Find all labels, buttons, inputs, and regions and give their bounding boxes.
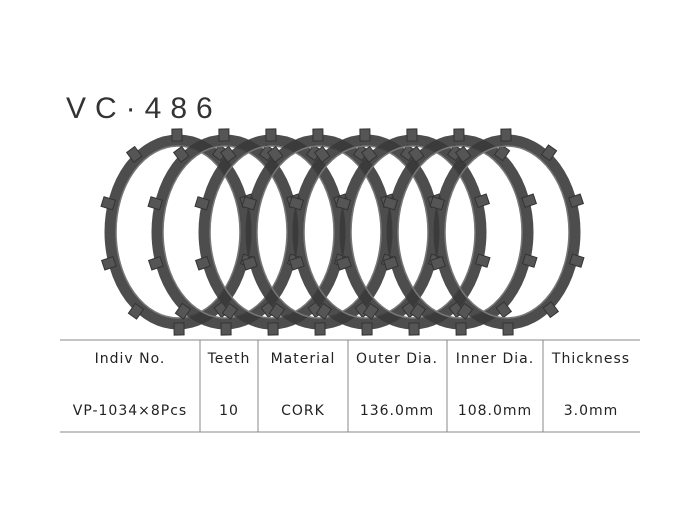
plate-tab xyxy=(288,196,305,211)
plate-tab xyxy=(173,322,185,336)
column-header: Teeth xyxy=(207,351,251,367)
column-header: Indiv No. xyxy=(95,351,166,367)
plate-tab xyxy=(474,253,491,268)
plate-tab xyxy=(268,302,286,320)
column-header: Inner Dia. xyxy=(456,351,534,367)
plate-tab xyxy=(521,253,538,268)
plate-tab xyxy=(265,128,277,142)
plate-tab xyxy=(521,193,538,209)
plate-edge xyxy=(256,145,382,319)
plate-tab xyxy=(407,145,425,163)
plate-tab xyxy=(542,301,560,319)
plate-tab xyxy=(406,128,418,142)
plate-tab xyxy=(194,196,211,211)
plate-tab xyxy=(409,302,427,320)
plate-tab xyxy=(474,193,491,209)
plate-edge xyxy=(303,145,429,319)
table-cell: 136.0mm xyxy=(360,403,434,419)
plate-tab xyxy=(221,302,239,320)
plate-edge xyxy=(115,145,241,319)
plate-tab xyxy=(266,145,284,163)
plate-tab xyxy=(218,128,230,142)
table-cell: 108.0mm xyxy=(458,403,532,419)
plate-tab xyxy=(454,145,472,163)
plate-tab xyxy=(455,322,467,336)
plate-tab xyxy=(219,145,237,163)
plate-tab xyxy=(100,196,117,211)
clutch-plate xyxy=(382,128,538,336)
plate-tab xyxy=(500,128,512,142)
plate-tab xyxy=(382,196,399,211)
plate-tab xyxy=(147,196,164,211)
plate-tab xyxy=(456,302,474,320)
plate-edge xyxy=(162,145,288,319)
plate-tab xyxy=(382,255,399,271)
spec-table: Indiv No. Teeth Material Outer Dia. Inner Di… xyxy=(73,340,630,432)
plate-tab xyxy=(493,144,511,162)
plate-tab xyxy=(147,255,164,271)
plate-edge xyxy=(444,145,570,319)
plate-tab xyxy=(315,302,333,320)
plate-edge xyxy=(397,145,523,319)
plate-edge xyxy=(350,145,476,319)
plate-tab xyxy=(241,255,258,271)
plate-tab xyxy=(453,128,465,142)
clutch-plate xyxy=(335,128,491,336)
product-code: VC·486 xyxy=(66,92,222,125)
plate-tab xyxy=(267,322,279,336)
clutch-plate xyxy=(429,128,585,336)
plate-tab xyxy=(429,196,446,211)
plate-tab xyxy=(171,128,183,142)
table-cell: VP-1034×8Pcs xyxy=(73,403,187,419)
plate-tab xyxy=(335,255,352,271)
plate-tab xyxy=(100,255,117,271)
table-cell: 10 xyxy=(219,403,239,419)
plate-tab xyxy=(174,302,192,320)
plate-tab xyxy=(194,255,211,271)
plate-tab xyxy=(220,322,232,336)
plate-tab xyxy=(361,322,373,336)
table-cell: 3.0mm xyxy=(564,403,619,419)
plate-tab xyxy=(312,128,324,142)
plate-tab xyxy=(172,145,190,163)
plate-tab xyxy=(429,255,446,271)
plate-tab xyxy=(335,196,352,211)
plate-tab xyxy=(540,144,558,162)
column-header: Material xyxy=(271,351,336,367)
plate-tab xyxy=(568,253,585,268)
plate-tab xyxy=(314,322,326,336)
table-cell: CORK xyxy=(281,403,325,419)
plate-tab xyxy=(241,196,258,211)
plate-tab xyxy=(288,255,305,271)
plate-tab xyxy=(362,302,380,320)
plate-tab xyxy=(125,145,143,163)
plate-tab xyxy=(502,322,514,336)
plate-tab xyxy=(313,145,331,163)
plate-tab xyxy=(360,145,378,163)
clutch-plates xyxy=(100,128,585,336)
plate-tab xyxy=(408,322,420,336)
plate-tab xyxy=(359,128,371,142)
plate-tab xyxy=(127,302,145,320)
plate-tab xyxy=(495,301,513,319)
column-header: Thickness xyxy=(551,351,630,367)
plate-tab xyxy=(568,193,585,209)
plate-edge xyxy=(209,145,335,319)
column-header: Outer Dia. xyxy=(356,351,438,367)
